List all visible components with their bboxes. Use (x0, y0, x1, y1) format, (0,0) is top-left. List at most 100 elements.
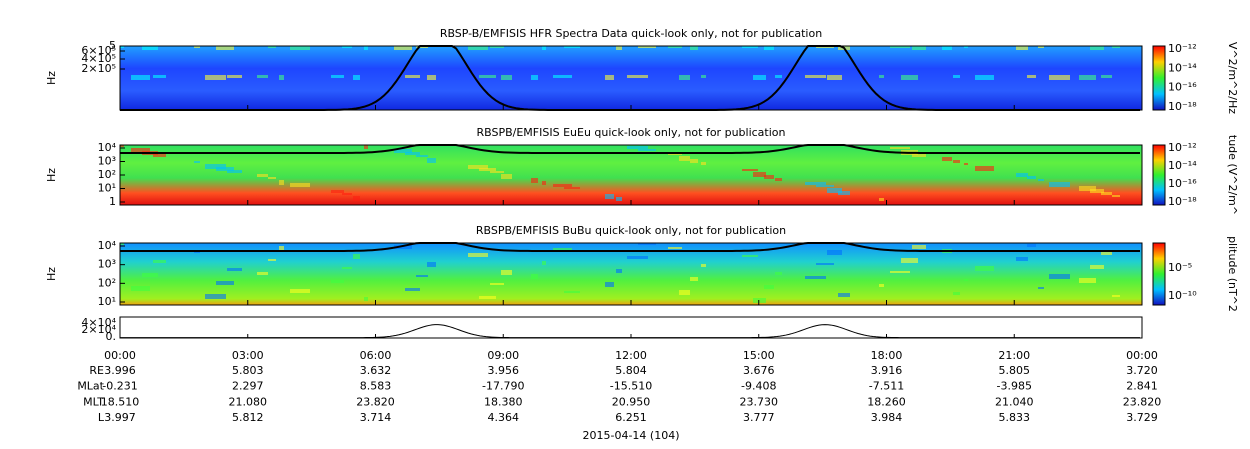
spectrogram-texture (479, 168, 496, 171)
spectrogram-texture (1049, 274, 1070, 279)
ephemeris-label: L (98, 411, 105, 424)
trace (120, 324, 1140, 339)
spectrogram-texture (1016, 173, 1028, 177)
spectrogram-texture (742, 169, 758, 171)
ephemeris-label: RE (89, 364, 104, 377)
spectrogram-texture (542, 261, 546, 265)
spectrogram-texture (331, 280, 344, 283)
spectrogram-texture (564, 187, 580, 189)
spectrogram-texture (912, 245, 926, 249)
spectrogram-texture (1101, 252, 1112, 255)
spectrogram-texture (764, 175, 774, 179)
spectrogram-texture (405, 288, 420, 291)
spectrogram-texture (879, 75, 884, 78)
spectrogram-texture (764, 285, 774, 289)
spectrogram-texture (1027, 75, 1036, 78)
spectrogram-texture (216, 46, 234, 50)
x-tick-label: 00:00 (104, 349, 136, 362)
spectrogram-texture (279, 246, 284, 251)
spectrogram-texture (290, 183, 310, 187)
colorbar-tick-label: 10⁻¹² (1168, 141, 1197, 154)
spectrogram-texture (1112, 295, 1120, 297)
ephemeris-value: 3.632 (360, 364, 392, 377)
fce-curve (120, 144, 1140, 154)
colorbar-tick-label: 10⁻¹⁴ (1168, 61, 1197, 74)
x-tick-label: 09:00 (487, 349, 519, 362)
spectrogram-texture (353, 196, 360, 201)
spectrogram-texture (205, 294, 226, 299)
spectrogram-texture (942, 157, 952, 161)
y-tick-label: 0. (106, 330, 117, 343)
y-tick-label: 10⁴ (98, 141, 117, 154)
y-tick-label: 4×10⁴ (81, 316, 116, 329)
ephemeris-value: 5.804 (615, 364, 647, 377)
x-tick-label: 12:00 (615, 349, 647, 362)
y-tick-label: 10² (98, 168, 116, 181)
spectrogram-texture (227, 170, 242, 173)
spectrogram-texture (468, 253, 488, 257)
spectrogram-texture (668, 247, 682, 249)
ephemeris-value: 3.996 (104, 364, 136, 377)
ephemeris-value: 4.364 (488, 411, 520, 424)
spectrogram-texture (531, 274, 538, 279)
spectrogram-texture (1016, 46, 1028, 50)
spectrogram-texture (468, 165, 488, 169)
colorbar-tick-label: 10⁻¹⁰ (1168, 289, 1197, 302)
spectrogram-texture (1027, 244, 1036, 247)
spectrogram-texture (564, 291, 580, 293)
colorbar-label: V^2/m^2/Hz (1226, 42, 1239, 114)
colorbar-label: tude (V^2/m^ (1226, 135, 1239, 215)
spectrogram-texture (531, 75, 538, 80)
x-tick-label: 15:00 (743, 349, 775, 362)
ephemeris-value: 23.820 (356, 395, 395, 408)
spectrogram-texture (701, 75, 706, 78)
ephemeris-value: 3.997 (104, 411, 136, 424)
spectrogram-texture (827, 75, 842, 80)
spectrogram-texture (353, 75, 360, 80)
colorbar-tick-label: 10⁻¹⁸ (1168, 100, 1197, 113)
ephemeris-value: 8.583 (360, 380, 392, 393)
y-tick-label: 10¹ (98, 182, 116, 195)
spectrogram-texture (1112, 46, 1120, 48)
ephemeris-value: -9.408 (741, 380, 776, 393)
y-tick-label: 6×10⁵ (81, 44, 116, 57)
spectrogram-texture (542, 46, 546, 50)
spectrogram-texture (605, 282, 614, 287)
spectrogram-texture (153, 154, 166, 157)
spectrogram-texture (257, 272, 268, 275)
panel-title: RBSPB/EMFISIS BuBu quick-look only, not … (476, 224, 786, 237)
spectrogram (120, 243, 1142, 305)
spectrogram-texture (479, 75, 496, 78)
spectrogram-texture (953, 75, 960, 78)
spectrogram-texture (553, 184, 572, 187)
spectrogram-texture (268, 259, 276, 261)
spectrogram-texture (638, 243, 656, 245)
spectrogram-texture (1049, 75, 1070, 80)
spectrogram-texture (805, 75, 826, 78)
spectrogram-texture (775, 178, 782, 181)
spectrogram-texture (616, 46, 622, 50)
date: 2015-04-14 (104) (582, 429, 679, 442)
colorbar (1152, 45, 1166, 111)
spectrogram-texture (227, 268, 242, 271)
ephemeris-value: 3.984 (871, 411, 903, 424)
spectrogram-texture (605, 75, 614, 80)
spectrogram-texture (912, 46, 926, 50)
spectrogram-texture (279, 75, 284, 80)
ephemeris-value: 3.916 (871, 364, 903, 377)
spectrogram-texture (690, 159, 698, 163)
x-tick-label: 21:00 (998, 349, 1030, 362)
spectrogram-texture (194, 161, 200, 163)
ephemeris-label: MLat (77, 380, 104, 393)
panel-title: RBSPB/EMFISIS EuEu quick-look only, not … (476, 126, 785, 139)
spectrogram-texture (701, 264, 706, 267)
spectrogram-texture (364, 297, 368, 301)
spectrogram-texture (1101, 75, 1112, 78)
spectrogram-texture (364, 145, 368, 149)
spectrogram-texture (901, 258, 918, 263)
spectrogram-texture (120, 145, 124, 147)
spectrogram-texture (1079, 75, 1096, 80)
spectrogram-texture (1038, 179, 1044, 181)
spectrogram-texture (838, 293, 850, 297)
